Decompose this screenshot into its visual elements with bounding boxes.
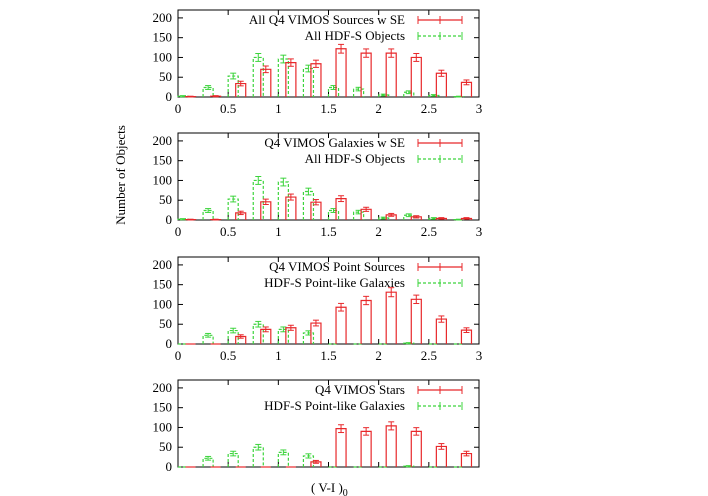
- bar-secondary: [227, 452, 239, 467]
- y-tick-label: 200: [153, 257, 173, 272]
- y-tick-label: 100: [153, 296, 173, 311]
- y-tick-label: 150: [153, 277, 173, 292]
- x-axis-label-subscript: 0: [343, 488, 348, 496]
- bar-primary: [285, 61, 297, 97]
- bar-primary: [360, 52, 372, 97]
- x-tick-label: 1.5: [320, 224, 336, 239]
- legend-entry-label: Q4 VIMOS Galaxies w SE: [264, 135, 405, 150]
- x-tick-label: 0: [175, 101, 182, 116]
- bar-secondary: [277, 451, 289, 467]
- legend-entry-label: All HDF-S Objects: [305, 151, 405, 166]
- bar-primary: [335, 306, 347, 344]
- x-tick-label: 3: [476, 101, 483, 116]
- x-tick-label: 1: [275, 224, 282, 239]
- y-tick-label: 50: [159, 192, 172, 207]
- bar-primary: [360, 299, 372, 344]
- bar-secondary: [227, 329, 239, 344]
- y-tick-label: 200: [153, 10, 173, 25]
- y-tick-label: 100: [153, 49, 173, 64]
- x-axis-label-main: ( V-I ): [311, 480, 343, 495]
- y-axis-label: Number of Objects: [113, 125, 128, 225]
- bar-secondary: [277, 328, 289, 344]
- x-tick-label: 2: [375, 101, 382, 116]
- x-tick-label: 2: [375, 224, 382, 239]
- bar-secondary: [277, 181, 289, 220]
- chart-panel-3: 0 50 100 150 200 0 0.5 1 1.5 2 2.5 3 Q4 VIMOS Point …: [153, 256, 483, 363]
- y-tick-label: 200: [153, 380, 173, 395]
- legend-entry-label: All Q4 VIMOS Sources w SE: [249, 12, 405, 27]
- y-tick-label: 50: [159, 439, 172, 454]
- legend-entry-label: HDF-S Point-like Galaxies: [264, 398, 405, 413]
- x-axis-label: ( V-I )0: [311, 480, 348, 496]
- x-tick-label: 3: [476, 224, 483, 239]
- y-tick-label: 150: [153, 30, 173, 45]
- bar-primary: [410, 430, 422, 467]
- x-tick-label: 0: [175, 348, 182, 363]
- x-tick-label: 1: [275, 348, 282, 363]
- y-tick-label: 150: [153, 153, 173, 168]
- y-tick-label: 100: [153, 419, 173, 434]
- bar-secondary: [302, 190, 315, 220]
- legend-entry-label: Q4 VIMOS Point Sources: [269, 259, 405, 274]
- x-tick-label: 1.5: [320, 101, 336, 116]
- legend-entry-label: HDF-S Point-like Galaxies: [264, 275, 405, 290]
- x-tick-label: 2.5: [421, 224, 437, 239]
- x-tick-label: 1.5: [320, 348, 336, 363]
- x-tick-label: 2.5: [421, 101, 437, 116]
- x-tick-label: 0.5: [220, 224, 236, 239]
- bar-primary: [360, 430, 372, 467]
- bar-primary: [385, 52, 397, 97]
- legend-entry-label: All HDF-S Objects: [305, 28, 405, 43]
- bar-primary: [385, 291, 397, 344]
- chart-panel-1: 0 50 100 150 200 0 0.5 1 1.5 2 2.5 3 All Q4 VIMOS So…: [153, 9, 483, 116]
- x-tick-label: 0.5: [220, 101, 236, 116]
- bar-primary: [260, 68, 272, 97]
- y-tick-label: 100: [153, 172, 173, 187]
- bar-primary: [435, 318, 447, 344]
- y-tick-label: 0: [166, 336, 173, 351]
- y-tick-label: 0: [166, 212, 173, 227]
- x-tick-label: 1: [275, 101, 282, 116]
- y-tick-label: 50: [159, 69, 172, 84]
- y-tick-label: 200: [153, 133, 173, 148]
- chart-panel-2: 0 50 100 150 200 0 0.5 1 1.5 2 2.5 3 Q4 VIMOS Galaxi…: [153, 132, 483, 239]
- x-tick-label: 3: [476, 348, 483, 363]
- bar-primary: [410, 56, 422, 97]
- y-tick-label: 0: [166, 459, 173, 474]
- bar-secondary: [403, 91, 415, 97]
- bar-secondary: [252, 179, 264, 220]
- y-tick-label: 0: [166, 89, 173, 104]
- x-tick-label: 0.5: [220, 348, 236, 363]
- y-tick-label: 150: [153, 400, 173, 415]
- legend-entry-label: Q4 VIMOS Stars: [315, 382, 405, 397]
- x-tick-label: 0: [175, 224, 182, 239]
- bar-primary: [410, 298, 422, 344]
- bar-primary: [385, 425, 397, 467]
- bar-primary: [335, 428, 347, 467]
- bar-secondary: [277, 58, 289, 97]
- x-tick-label: 2.5: [421, 348, 437, 363]
- x-tick-label: 2: [375, 348, 382, 363]
- bar-secondary: [252, 56, 264, 97]
- bar-primary: [335, 48, 347, 97]
- bar-secondary: [302, 67, 315, 97]
- y-tick-label: 50: [159, 316, 172, 331]
